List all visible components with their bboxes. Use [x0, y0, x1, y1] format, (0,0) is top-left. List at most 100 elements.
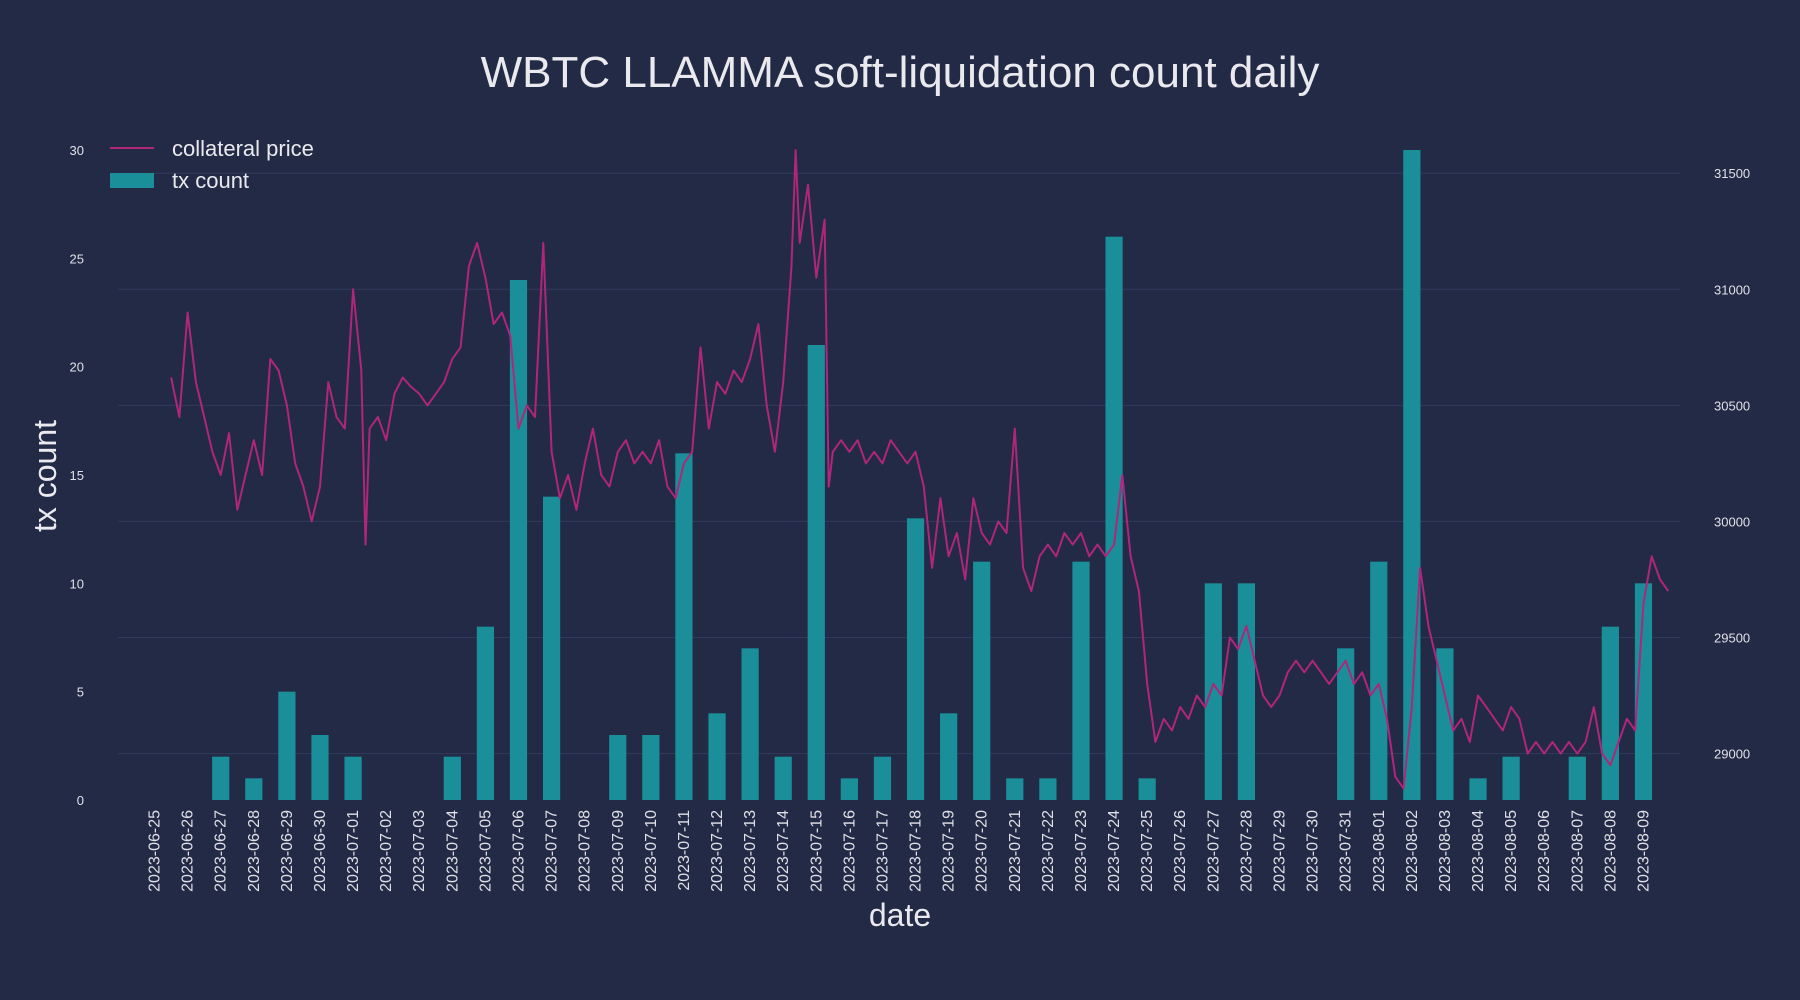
x-tick-label: 2023-07-08 [577, 810, 594, 892]
x-tick-label: 2023-07-22 [1040, 810, 1057, 892]
bar [1337, 648, 1355, 800]
bar [212, 756, 230, 800]
x-tick-label: 2023-07-10 [643, 810, 660, 892]
bar [675, 453, 693, 800]
bar [1237, 583, 1256, 800]
bar [542, 496, 561, 800]
x-tick-label: 2023-07-11 [676, 810, 693, 891]
left-y-axis-ticks: 0 5 10 15 20 25 30 [70, 143, 84, 808]
x-tick-label: 2023-08-07 [1569, 810, 1586, 892]
bar [443, 756, 461, 800]
x-tick-label: 2023-08-05 [1503, 810, 1520, 892]
x-tick-label: 2023-07-14 [775, 810, 792, 892]
y-tick-label: 15 [70, 468, 84, 483]
legend: collateral price tx count [110, 136, 314, 193]
x-tick-label: 2023-07-02 [378, 810, 395, 892]
x-tick-label: 2023-07-03 [411, 810, 428, 892]
bar-series [212, 150, 1653, 800]
bar [973, 561, 991, 800]
x-tick-label: 2023-08-09 [1635, 810, 1652, 892]
bar [774, 756, 792, 800]
bar [1138, 778, 1156, 800]
y2-tick-label: 31000 [1714, 282, 1750, 297]
x-tick-label: 2023-07-15 [808, 810, 825, 892]
bar [278, 691, 296, 800]
bar [344, 756, 362, 800]
chart-title: WBTC LLAMMA soft-liquidation count daily [481, 48, 1320, 97]
bar [1436, 648, 1454, 800]
y2-tick-label: 29000 [1714, 747, 1750, 762]
x-tick-label: 2023-08-04 [1470, 810, 1487, 892]
y-tick-label: 10 [70, 576, 84, 591]
x-tick-label: 2023-07-05 [477, 810, 494, 892]
x-tick-label: 2023-07-29 [1272, 810, 1289, 892]
x-tick-label: 2023-07-24 [1106, 810, 1123, 892]
bar [476, 626, 495, 800]
x-tick-label: 2023-07-20 [974, 810, 991, 892]
right-y-axis-ticks: 29000 29500 30000 30500 31000 31500 [1714, 166, 1750, 761]
bar [642, 735, 660, 800]
x-tick-label: 2023-08-01 [1371, 810, 1388, 892]
price-line [170, 149, 1670, 790]
bar [1105, 236, 1123, 800]
bar [1370, 561, 1388, 800]
bar [311, 735, 329, 800]
y-tick-label: 25 [70, 251, 84, 266]
y-axis-label: tx count [27, 420, 63, 532]
bar [1469, 778, 1487, 800]
bar [741, 648, 759, 800]
bar [708, 713, 726, 800]
x-tick-label: 2023-07-27 [1205, 810, 1222, 892]
bar [873, 756, 892, 800]
bar [245, 778, 263, 800]
x-tick-label: 2023-07-30 [1305, 810, 1322, 892]
bar [1502, 756, 1520, 800]
x-tick-label: 2023-08-08 [1602, 810, 1619, 892]
bar [906, 518, 925, 800]
legend-price-label: collateral price [172, 136, 314, 161]
x-tick-label: 2023-07-18 [908, 810, 925, 892]
x-tick-label: 2023-07-06 [511, 810, 528, 892]
bar [840, 778, 858, 800]
y-tick-label: 0 [77, 793, 84, 808]
x-tick-label: 2023-07-21 [1007, 810, 1024, 892]
x-tick-label: 2023-07-25 [1139, 810, 1156, 892]
x-tick-label: 2023-06-29 [279, 810, 296, 892]
legend-bar-swatch [110, 173, 154, 188]
x-axis-ticks: 2023-06-25 2023-06-26 2023-06-27 2023-06-28… [147, 810, 1653, 892]
x-tick-label: 2023-07-19 [941, 810, 958, 892]
x-tick-label: 2023-07-26 [1172, 810, 1189, 892]
y-tick-label: 30 [70, 143, 84, 158]
bar [609, 735, 627, 800]
x-tick-label: 2023-06-25 [147, 810, 164, 892]
x-tick-label: 2023-06-27 [213, 810, 230, 892]
y-tick-label: 20 [70, 360, 84, 375]
x-tick-label: 2023-07-28 [1238, 810, 1255, 892]
x-tick-label: 2023-07-07 [544, 810, 561, 892]
y2-tick-label: 29500 [1714, 631, 1750, 646]
x-tick-label: 2023-06-30 [312, 810, 329, 892]
bar [807, 345, 825, 800]
bar [940, 713, 958, 800]
y-tick-label: 5 [77, 685, 84, 700]
bar [1072, 561, 1090, 800]
x-tick-label: 2023-07-17 [874, 810, 891, 892]
bar [1568, 756, 1586, 800]
x-tick-label: 2023-07-01 [345, 810, 362, 892]
legend-count-label: tx count [172, 168, 249, 193]
price-line-series [170, 149, 1670, 790]
bar [1006, 778, 1024, 800]
bar [1601, 626, 1619, 800]
x-tick-label: 2023-08-06 [1536, 810, 1553, 892]
x-tick-label: 2023-06-26 [180, 810, 197, 892]
y2-tick-label: 30500 [1714, 398, 1750, 413]
bar [509, 280, 528, 800]
bar [1039, 778, 1057, 800]
x-tick-label: 2023-07-23 [1073, 810, 1090, 892]
y2-tick-label: 31500 [1714, 166, 1750, 181]
bar [1634, 583, 1653, 800]
x-tick-label: 2023-07-13 [742, 810, 759, 892]
x-tick-label: 2023-07-12 [709, 810, 726, 892]
